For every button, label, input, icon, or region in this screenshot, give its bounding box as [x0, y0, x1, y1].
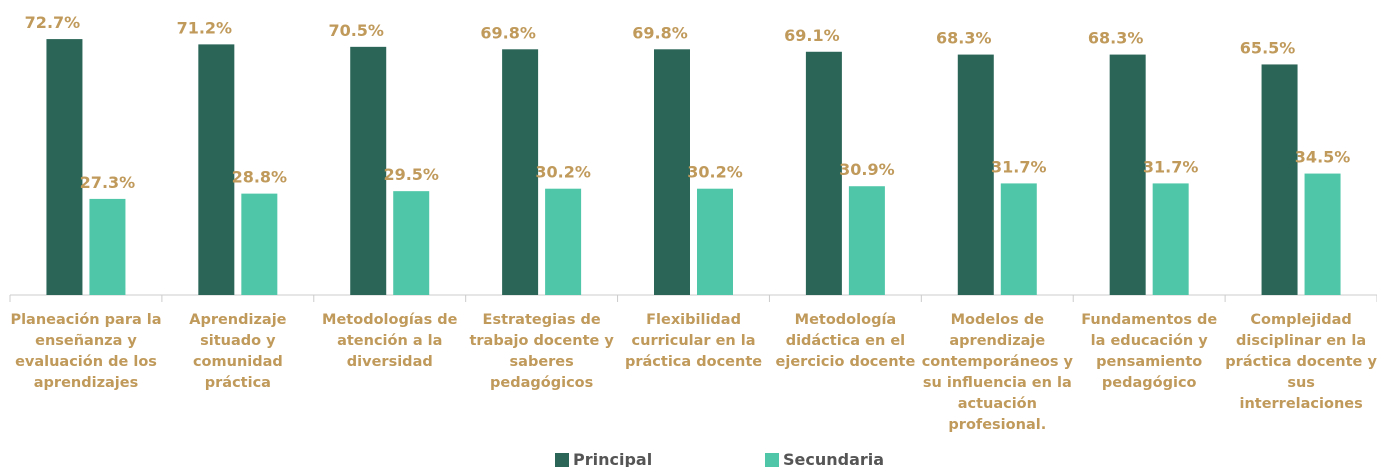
legend-swatch: [765, 452, 779, 467]
data-label: 27.3%: [80, 173, 136, 192]
bar: [1109, 54, 1146, 295]
bar: [957, 54, 994, 295]
data-label: 65.5%: [1240, 38, 1296, 57]
bar: [654, 49, 690, 295]
data-label: 69.1%: [784, 26, 840, 45]
bar: [46, 39, 83, 295]
x-tick-label: Flexibilidad curricular en la práctica d…: [624, 312, 763, 370]
data-label: 70.5%: [328, 21, 384, 40]
data-label: 72.7%: [25, 13, 81, 32]
bar: [805, 51, 842, 295]
data-label: 30.2%: [535, 163, 591, 182]
data-label: 71.2%: [177, 18, 233, 37]
data-label: 34.5%: [1295, 148, 1351, 167]
data-label: 68.3%: [936, 29, 992, 48]
x-tick-label: Planeación para la enseñanza y evaluació…: [10, 312, 162, 391]
bar: [502, 49, 539, 295]
bar: [393, 191, 430, 295]
bar: [545, 188, 582, 295]
x-tick-label: Estrategias de trabajo docente y saberes…: [469, 312, 614, 391]
x-tick-label: Metodologías de atención a la diversidad: [322, 312, 458, 370]
data-label: 68.3%: [1088, 29, 1144, 48]
bar: [697, 188, 733, 295]
data-label: 69.8%: [480, 23, 536, 42]
bar: [198, 44, 235, 295]
data-label: 30.9%: [839, 160, 895, 179]
data-label: 31.7%: [991, 157, 1047, 176]
data-label: 28.8%: [232, 168, 288, 187]
legend-label: Secundaria: [783, 450, 885, 467]
x-tick-label: Complejidad disciplinar en la práctica d…: [1225, 312, 1377, 412]
legend-swatch: [555, 452, 569, 467]
data-label: 30.2%: [687, 163, 743, 182]
data-label: 69.8%: [632, 23, 688, 42]
legend-label: Principal: [573, 450, 653, 467]
legend-item: Principal: [555, 450, 652, 467]
bar: [1304, 173, 1341, 295]
x-tick-label: Fundamentos de la educación y pensamient…: [1081, 312, 1218, 391]
legend-item: Secundaria: [765, 450, 884, 467]
data-label: 29.5%: [383, 165, 439, 184]
bar: [1152, 183, 1189, 295]
bar: [1261, 64, 1298, 295]
bar: [1000, 183, 1037, 295]
data-label: 31.7%: [1143, 157, 1199, 176]
x-tick-label: Metodología didáctica en el ejercicio do…: [775, 312, 916, 370]
bar: [241, 193, 278, 295]
bar: [89, 198, 126, 295]
x-tick-label: Aprendizaje situado y comunidad práctica: [189, 312, 287, 391]
bar: [848, 186, 885, 295]
bar: [350, 46, 387, 296]
x-tick-label: Modelos de aprendizaje contemporáneos y …: [921, 312, 1073, 433]
